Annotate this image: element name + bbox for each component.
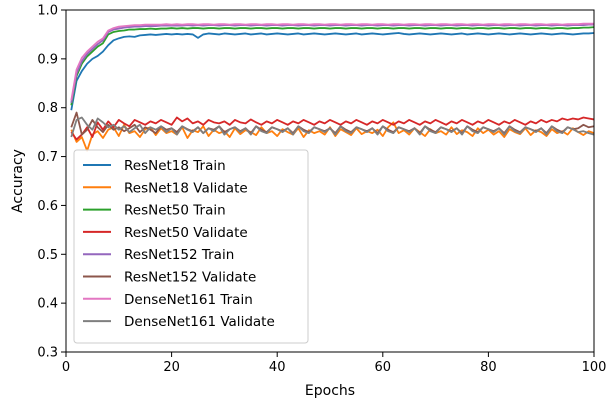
legend-label-resnet152-validate: ResNet152 Validate — [124, 270, 256, 286]
y-tick-label: 0.5 — [37, 248, 58, 263]
series-line-resnet18-train — [70, 32, 595, 111]
x-tick-label: 80 — [480, 360, 497, 375]
y-tick-label: 0.4 — [37, 297, 58, 312]
tick-layer: 0 20 40 60 80 100 0.3 0.4 0.5 0.6 0.7 0.8 0.9 1.0 — [37, 4, 606, 376]
y-axis-label: Accuracy — [10, 149, 26, 213]
series-layer — [70, 22, 595, 152]
x-tick-label: 100 — [582, 360, 607, 375]
x-tick-label: 20 — [163, 360, 180, 375]
legend-label-resnet152-train: ResNet152 Train — [124, 247, 234, 263]
series-line-densenet161-validate — [70, 116, 595, 138]
legend-label-resnet50-validate: ResNet50 Validate — [124, 225, 248, 241]
legend-label-densenet161-train: DenseNet161 Train — [124, 292, 253, 308]
x-axis-label: Epochs — [305, 383, 355, 399]
y-tick-label: 0.8 — [37, 101, 58, 116]
x-tick-label: 60 — [375, 360, 392, 375]
x-tick-label: 0 — [62, 360, 70, 375]
y-tick-label: 0.7 — [37, 150, 58, 165]
series-line-resnet50-validate — [70, 116, 595, 141]
legend-label-resnet18-validate: ResNet18 Validate — [124, 180, 248, 196]
legend-label-densenet161-validate: DenseNet161 Validate — [124, 314, 275, 330]
legend-label-resnet18-train: ResNet18 Train — [124, 158, 226, 174]
legend-label-resnet50-train: ResNet50 Train — [124, 203, 226, 219]
x-tick-label: 40 — [269, 360, 286, 375]
legend-box — [73, 149, 309, 344]
y-tick-label: 1.0 — [37, 4, 58, 19]
series-line-resnet152-train — [70, 23, 594, 103]
y-tick-label: 0.3 — [37, 346, 58, 361]
axes-frame — [65, 9, 595, 353]
y-tick-label: 0.9 — [37, 52, 58, 67]
legend: ResNet18 Train ResNet18 Validate ResNet50 … — [73, 149, 309, 344]
y-tick-label: 0.6 — [37, 199, 58, 214]
series-line-densenet161-train — [70, 22, 594, 101]
series-line-resnet50-train — [70, 26, 595, 106]
